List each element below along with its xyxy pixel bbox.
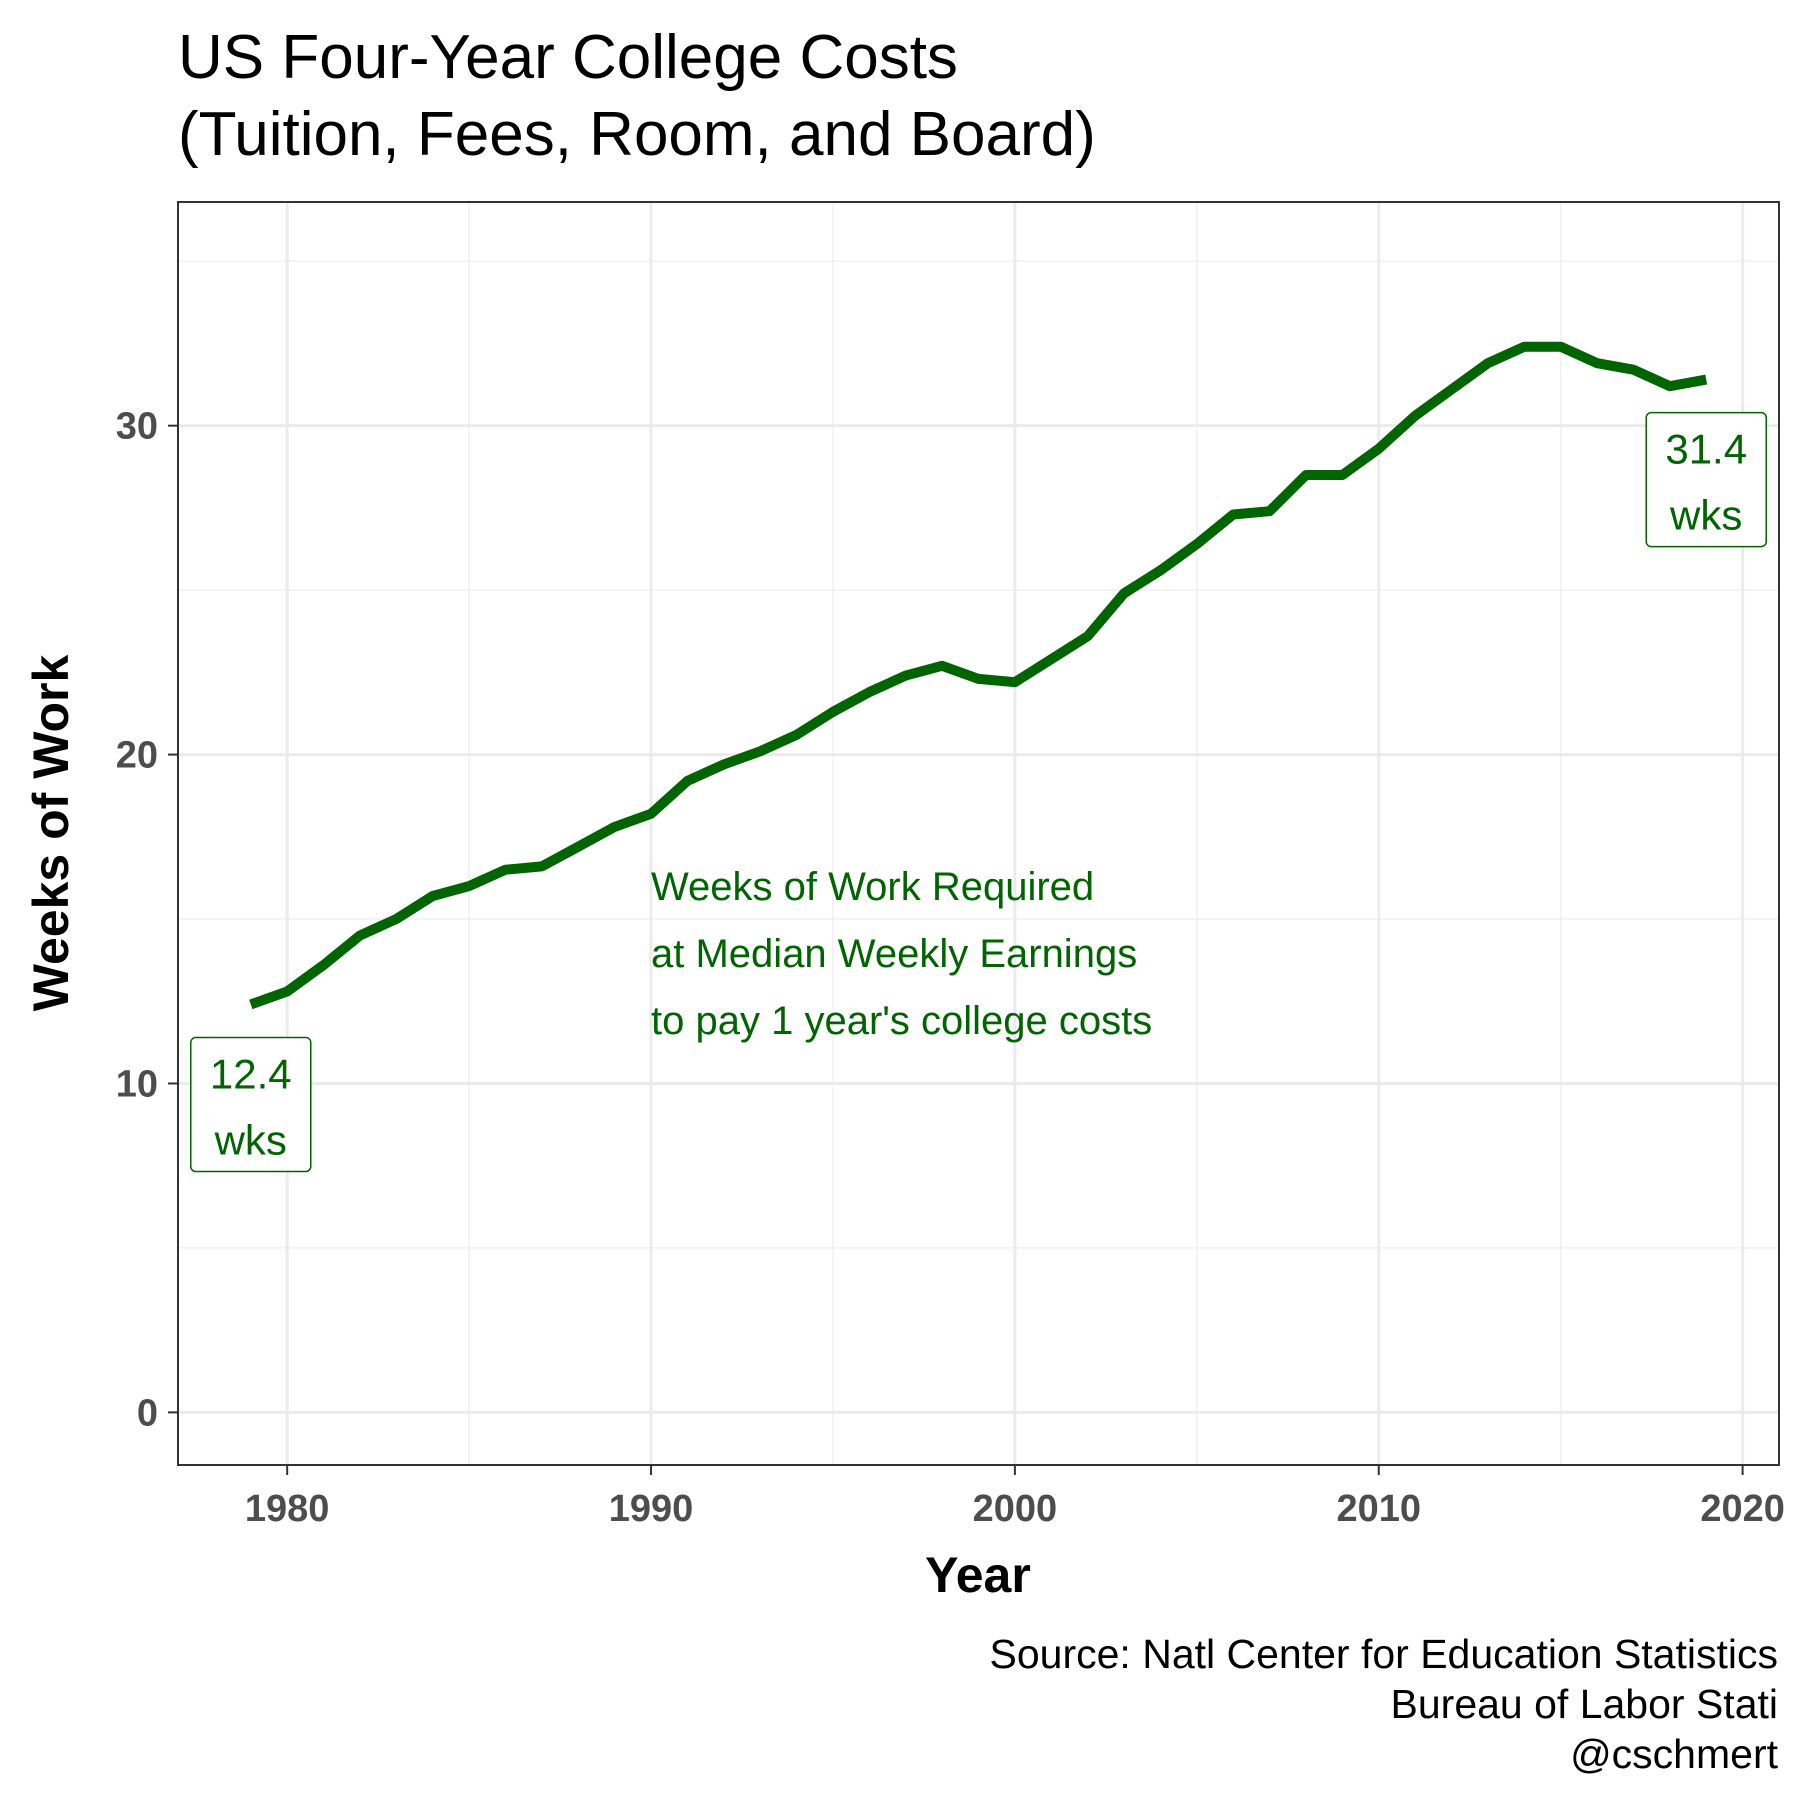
y-tick-label: 30 — [116, 406, 158, 448]
x-tick-label: 1990 — [609, 1488, 694, 1530]
x-axis-title: Year — [925, 1547, 1031, 1603]
end-label-box — [1645, 411, 1767, 548]
annotation-line-2: at Median Weekly Earnings — [651, 932, 1137, 976]
chart-title-line-1: US Four-Year College Costs — [178, 23, 958, 92]
source-caption: Source: Natl Center for Education Statis… — [990, 1631, 1779, 1777]
end-label-value: 31.4 — [1665, 426, 1747, 473]
caption-line-3: @cschmert — [1570, 1731, 1779, 1777]
x-tick-label: 1980 — [245, 1488, 330, 1530]
end-value-label: 31.4 wks — [1645, 411, 1767, 548]
x-tick-label: 2000 — [973, 1488, 1058, 1530]
y-tick-labels: 0 10 20 30 — [116, 406, 158, 1435]
chart-title-line-2: (Tuition, Fees, Room, and Board) — [178, 100, 1096, 169]
annotation-line-3: to pay 1 year's college costs — [651, 999, 1152, 1043]
start-label-unit: wks — [214, 1117, 287, 1164]
annotation-text: Weeks of Work Required at Median Weekly … — [651, 865, 1152, 1043]
y-tick-label: 0 — [137, 1392, 158, 1434]
annotation-line-1: Weeks of Work Required — [651, 865, 1094, 909]
x-tick-label: 2010 — [1336, 1488, 1421, 1530]
x-tick-label: 2020 — [1700, 1488, 1785, 1530]
start-label-value: 12.4 — [210, 1051, 292, 1098]
panel-border — [177, 201, 1780, 1466]
start-label-box — [190, 1036, 312, 1173]
x-tick-labels: 1980 1990 2000 2010 2020 — [245, 1488, 1785, 1530]
end-label-unit: wks — [1669, 492, 1742, 539]
y-tick-label: 20 — [116, 735, 158, 777]
minor-grid — [178, 202, 1779, 1465]
weeks-of-work-line — [249, 341, 1708, 1010]
caption-line-2: Bureau of Labor Stati — [1391, 1681, 1778, 1727]
y-tick-label: 10 — [116, 1063, 158, 1105]
axis-ticks — [168, 424, 1744, 1475]
caption-line-1: Source: Natl Center for Education Statis… — [990, 1631, 1778, 1677]
start-value-label: 12.4 wks — [190, 1036, 312, 1173]
major-grid — [178, 202, 1779, 1465]
y-axis-title: Weeks of Work — [23, 655, 79, 1012]
